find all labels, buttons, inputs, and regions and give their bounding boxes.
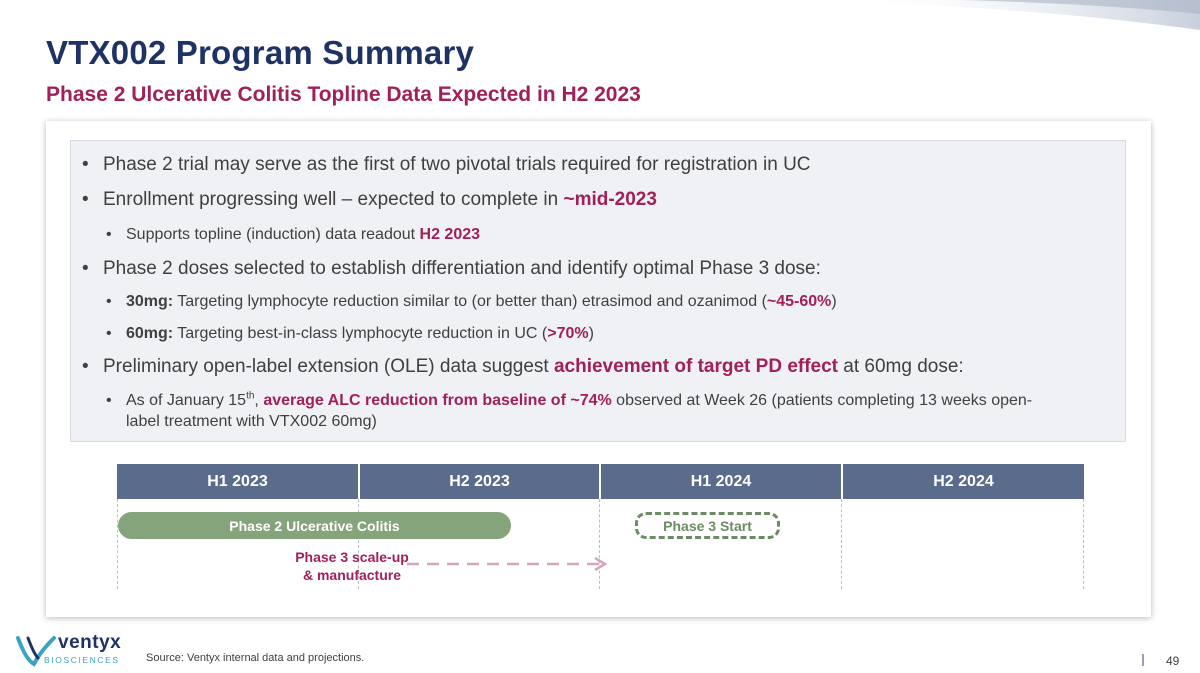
timeline-header-h2-2024: H2 2024 <box>842 464 1084 499</box>
subbullet-topline-readout: • Supports topline (induction) data read… <box>106 226 480 244</box>
timeline-divider <box>117 499 118 589</box>
page-subtitle: Phase 2 Ulcerative Colitis Topline Data … <box>46 83 641 106</box>
scaleup-line1: Phase 3 scale-up <box>295 549 409 565</box>
bullet-text: Supports topline (induction) data readou… <box>126 226 420 243</box>
bullet-comma: , <box>254 392 264 409</box>
bullet-doses-selected: • Phase 2 doses selected to establish di… <box>82 258 821 280</box>
highlight-alc-74: average ALC reduction from baseline of ~… <box>263 392 612 409</box>
bullet-marker: • <box>82 189 89 210</box>
phase3-scaleup-label: Phase 3 scale-up & manufacture <box>282 548 422 584</box>
highlight-70: >70% <box>547 325 589 342</box>
bullet-text: As of January 15 <box>126 392 247 409</box>
logo-subtitle: BIOSCIENCES <box>44 655 120 665</box>
subbullet-alc-reduction-line2: label treatment with VTX002 60mg) <box>106 413 377 431</box>
superscript-th: th <box>246 390 255 402</box>
bullet-box <box>70 140 1126 442</box>
bullet-ole-data: • Preliminary open-label extension (OLE)… <box>82 356 964 378</box>
highlight-mid-2023: ~mid-2023 <box>563 189 657 210</box>
timeline-header-h2-2023: H2 2023 <box>359 464 599 499</box>
subbullet-30mg: • 30mg: Targeting lymphocyte reduction s… <box>106 293 837 311</box>
timeline-divider <box>841 499 842 589</box>
bullet-marker: • <box>106 226 112 243</box>
timeline-header-h1-2023: H1 2023 <box>117 464 358 499</box>
timeline-header-h1-2024: H1 2024 <box>600 464 841 499</box>
page-title: VTX002 Program Summary <box>46 34 475 71</box>
subbullet-60mg: • 60mg: Targeting best-in-class lymphocy… <box>106 325 594 343</box>
bullet-text: Preliminary open-label extension (OLE) d… <box>103 356 554 377</box>
bullet-pivotal-trial: • Phase 2 trial may serve as the first o… <box>82 154 811 176</box>
bullet-text: Enrollment progressing well – expected t… <box>103 189 564 210</box>
bullet-text-cont: observed at Week 26 (patients completing… <box>611 392 1033 409</box>
highlight-45-60: ~45-60% <box>766 293 832 310</box>
bullet-text: Targeting best-in-class lymphocyte reduc… <box>173 325 548 342</box>
bullet-marker: • <box>82 154 89 175</box>
timeline-divider <box>358 499 359 589</box>
scaleup-line2: & manufacture <box>302 567 402 583</box>
bullet-text-end: ) <box>831 293 837 310</box>
bullet-text: Targeting lymphocyte reduction similar t… <box>173 293 767 310</box>
bullet-enrollment: • Enrollment progressing well – expected… <box>82 189 657 211</box>
bullet-marker: • <box>106 293 112 310</box>
dose-label-30mg: 30mg: <box>126 293 174 310</box>
page-number-separator <box>1142 654 1144 666</box>
phase3-start-milestone: Phase 3 Start <box>635 512 780 539</box>
bullet-text: label treatment with VTX002 60mg) <box>126 413 377 430</box>
bullet-marker: • <box>106 325 112 342</box>
bullet-text-end: at 60mg dose: <box>838 356 964 377</box>
timeline-divider <box>599 499 600 589</box>
highlight-h2-2023: H2 2023 <box>419 226 481 243</box>
phase2-uc-bar: Phase 2 Ulcerative Colitis <box>118 512 511 539</box>
logo-wordmark: ventyx <box>58 632 122 653</box>
bullet-text: Phase 2 doses selected to establish diff… <box>103 258 821 279</box>
page-number: 49 <box>1166 654 1180 668</box>
bullet-text: Phase 2 trial may serve as the first of … <box>103 154 811 175</box>
bullet-marker: • <box>82 258 89 279</box>
source-note: Source: Ventyx internal data and project… <box>146 652 365 664</box>
bullet-text-end: ) <box>588 325 594 342</box>
ventyx-logo-icon <box>16 636 56 667</box>
scaleup-dashed-arrow <box>407 556 608 572</box>
bullet-marker: • <box>106 392 112 409</box>
highlight-target-pd: achievement of target PD effect <box>553 356 838 377</box>
timeline-divider <box>1083 499 1084 589</box>
dose-label-60mg: 60mg: <box>126 325 174 342</box>
bullet-marker: • <box>82 356 89 377</box>
subbullet-alc-reduction: • As of January 15th, average ALC reduct… <box>106 390 1033 410</box>
